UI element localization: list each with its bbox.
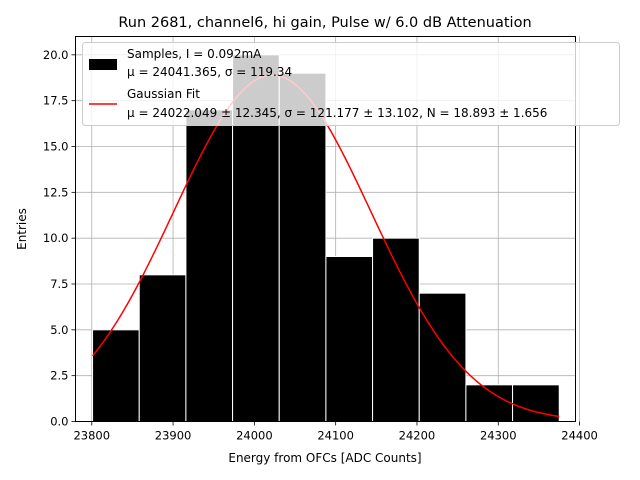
legend-fit-stats: μ = 24022.049 ± 12.345, σ = 121.177 ± 13… (127, 106, 547, 120)
x-tick-label: 24400 (561, 429, 598, 443)
y-tick-label: 12.5 (43, 185, 69, 199)
y-axis-label: Entries (15, 208, 29, 250)
x-tick-label: 23800 (73, 429, 110, 443)
y-axis: 0.0 2.5 5.0 7.5 10.0 12.5 15.0 17.5 20.0 (43, 48, 76, 429)
chart-title: Run 2681, channel6, hi gain, Pulse w/ 6.… (118, 15, 531, 31)
x-tick-label: 24300 (480, 429, 517, 443)
y-tick-label: 0.0 (50, 415, 68, 429)
y-tick-label: 5.0 (50, 323, 68, 337)
histogram-bar (185, 109, 234, 422)
y-tick-label: 10.0 (43, 231, 69, 245)
histogram-bar (418, 292, 467, 422)
legend-frame (82, 42, 620, 126)
y-tick-label: 2.5 (50, 369, 68, 383)
plot-frame (75, 36, 576, 422)
legend-samples-label: Samples, I = 0.092mA (127, 47, 262, 61)
legend-samples-stats: μ = 24041.365, σ = 119.34 (127, 65, 292, 79)
x-axis: 23800 23900 24000 24100 24200 24300 24400 (73, 421, 598, 443)
histogram-bar (92, 329, 140, 423)
x-tick-label: 24000 (236, 429, 273, 443)
histogram-bar (138, 274, 187, 423)
histogram-bar (372, 237, 420, 422)
histogram-bar (278, 72, 327, 423)
y-tick-label: 20.0 (43, 48, 69, 62)
y-tick-label: 15.0 (43, 140, 69, 154)
legend: Samples, I = 0.092mA μ = 24041.365, σ = … (82, 42, 620, 126)
y-tick-label: 7.5 (50, 277, 68, 291)
legend-samples-swatch (89, 59, 117, 70)
legend-fit-label: Gaussian Fit (127, 87, 200, 101)
histogram-bar (325, 256, 374, 422)
x-tick-label: 24100 (317, 429, 354, 443)
x-tick-label: 24200 (399, 429, 436, 443)
y-tick-label: 17.5 (43, 94, 69, 108)
x-axis-label: Energy from OFCs [ADC Counts] (228, 451, 421, 465)
x-tick-label: 23900 (155, 429, 192, 443)
histogram-bars (92, 54, 560, 423)
